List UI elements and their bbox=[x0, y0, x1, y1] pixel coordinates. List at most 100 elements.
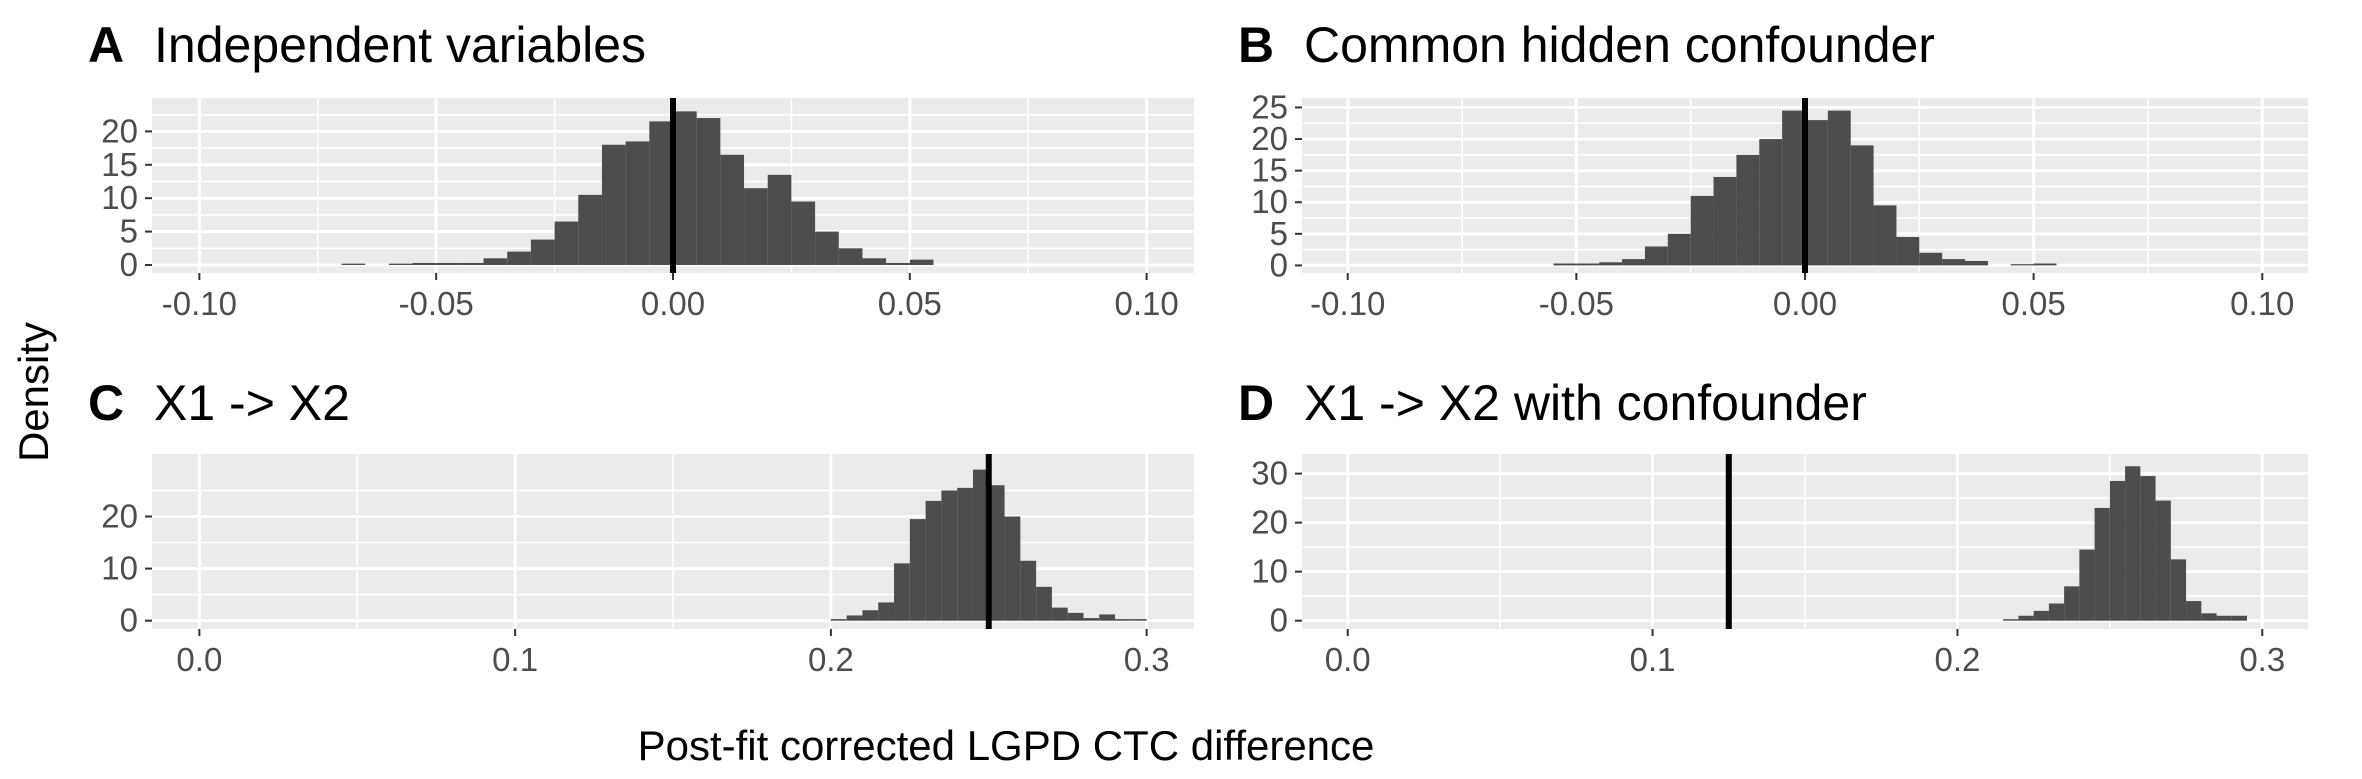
histogram-bar bbox=[1099, 614, 1116, 621]
panel-title: X1 -> X2 with confounder bbox=[1304, 375, 1867, 431]
panel-letter: D bbox=[1238, 375, 1274, 431]
histogram-bar bbox=[925, 500, 942, 621]
histogram-bar bbox=[1713, 176, 1737, 266]
x-tick-label: 0.00 bbox=[641, 285, 705, 322]
x-axis-title: Post-fit corrected LGPD CTC difference bbox=[638, 722, 1375, 769]
x-tick-label: 0.05 bbox=[878, 285, 942, 322]
histogram-bar bbox=[2109, 480, 2126, 621]
histogram-bar bbox=[1553, 263, 1577, 266]
histogram-bar bbox=[1004, 516, 1021, 621]
histogram-bar bbox=[483, 258, 508, 265]
x-tick-label: 0.3 bbox=[1124, 641, 1170, 678]
histogram-bar bbox=[988, 485, 1005, 621]
x-tick-label: 0.1 bbox=[492, 641, 538, 678]
histogram-bar bbox=[1020, 560, 1037, 621]
panel-d: 0.0 0.1 0.2 0.3 0 10 20 30 D X1 -> X2 with confou… bbox=[1238, 375, 2308, 678]
y-tick-label: 0 bbox=[120, 246, 138, 283]
histogram-bar bbox=[2003, 619, 2019, 621]
histogram-bar bbox=[1850, 145, 1874, 266]
histogram-bar bbox=[744, 188, 768, 265]
y-tick-label: 5 bbox=[1270, 215, 1288, 252]
x-tick-label: 0.00 bbox=[1773, 285, 1837, 322]
y-tick-label: 20 bbox=[1251, 120, 1288, 157]
x-tick-label: 0.1 bbox=[1630, 641, 1676, 678]
histogram-bar bbox=[815, 231, 839, 265]
histogram-bar bbox=[1051, 607, 1068, 621]
histogram-bar bbox=[2186, 601, 2202, 621]
histogram-bar bbox=[1736, 154, 1760, 266]
histogram-bar bbox=[2155, 500, 2171, 621]
histogram-bar bbox=[1115, 619, 1131, 621]
histogram-bar bbox=[2140, 476, 2156, 621]
y-axis-title: Density bbox=[10, 322, 57, 462]
histogram-bar bbox=[412, 262, 437, 265]
histogram-bar bbox=[2201, 613, 2217, 621]
histogram-bar bbox=[1083, 618, 1100, 621]
x-tick-label: 0.0 bbox=[1325, 641, 1371, 678]
x-tick-label: 0.10 bbox=[2230, 285, 2294, 322]
histogram-bar bbox=[720, 154, 745, 265]
y-tick-label: 10 bbox=[101, 179, 138, 216]
histogram-bar bbox=[1644, 246, 1668, 266]
histogram-bar bbox=[838, 248, 863, 265]
histogram-bar bbox=[909, 259, 934, 265]
histogram-bar bbox=[2064, 586, 2080, 621]
histogram-bar bbox=[2231, 615, 2248, 621]
histogram-bar bbox=[909, 519, 926, 621]
histogram-bar bbox=[894, 563, 910, 621]
histogram-bar bbox=[1576, 263, 1600, 266]
histogram-bar bbox=[2033, 610, 2049, 621]
histogram-bar bbox=[791, 201, 816, 265]
histogram-bar bbox=[941, 490, 958, 621]
y-tick-label: 15 bbox=[1251, 152, 1288, 189]
histogram-bar bbox=[846, 615, 863, 621]
y-tick-label: 30 bbox=[1251, 455, 1288, 492]
histogram-bar bbox=[1782, 110, 1805, 266]
x-tick-label: 0.2 bbox=[808, 641, 854, 678]
panel-letter: B bbox=[1238, 17, 1274, 73]
histogram-bar bbox=[1036, 586, 1052, 621]
histogram-bar bbox=[1690, 195, 1714, 266]
histogram-bar bbox=[673, 111, 697, 265]
histogram-bar bbox=[1805, 120, 1828, 266]
y-tick-label: 0 bbox=[120, 602, 138, 639]
histogram-bar bbox=[1942, 259, 1966, 266]
y-tick-label: 20 bbox=[101, 112, 138, 149]
histogram-bar bbox=[2033, 263, 2057, 266]
y-tick-label: 10 bbox=[1251, 553, 1288, 590]
y-tick-label: 0 bbox=[1270, 246, 1288, 283]
histogram-bar bbox=[2094, 507, 2110, 621]
y-tick-label: 20 bbox=[101, 498, 138, 535]
x-tick-label: -0.05 bbox=[1539, 285, 1614, 322]
histogram-bar bbox=[578, 194, 602, 265]
histogram-bar bbox=[1965, 260, 1988, 266]
histogram-bar bbox=[1599, 262, 1623, 266]
histogram-bar bbox=[1896, 236, 1920, 266]
x-tick-label: -0.10 bbox=[1310, 285, 1385, 322]
histogram-bar bbox=[862, 610, 879, 621]
histogram-bar bbox=[2048, 603, 2065, 621]
histogram-bar bbox=[2125, 466, 2141, 621]
x-tick-label: 0.2 bbox=[1934, 641, 1980, 678]
histogram-bar bbox=[554, 221, 579, 265]
histogram-bar bbox=[886, 262, 910, 265]
histogram-bar bbox=[957, 487, 973, 621]
y-tick-label: 15 bbox=[101, 146, 138, 183]
y-tick-label: 20 bbox=[1251, 504, 1288, 541]
histogram-bar bbox=[767, 174, 792, 265]
panel-c: 0.0 0.1 0.2 0.3 0 10 20 C X1 -> X2 bbox=[88, 375, 1194, 678]
histogram-bar bbox=[507, 251, 531, 265]
histogram-bar bbox=[1759, 139, 1783, 266]
x-tick-label: 0.3 bbox=[2239, 641, 2285, 678]
histogram-bar bbox=[696, 118, 721, 265]
panel-letter: A bbox=[88, 17, 124, 73]
y-tick-label: 10 bbox=[101, 550, 138, 587]
histogram-bar bbox=[2216, 615, 2232, 621]
histogram-bar bbox=[830, 619, 847, 621]
histogram-bar bbox=[2170, 559, 2187, 621]
histogram-bar bbox=[388, 263, 413, 265]
panel-letter: C bbox=[88, 375, 124, 431]
